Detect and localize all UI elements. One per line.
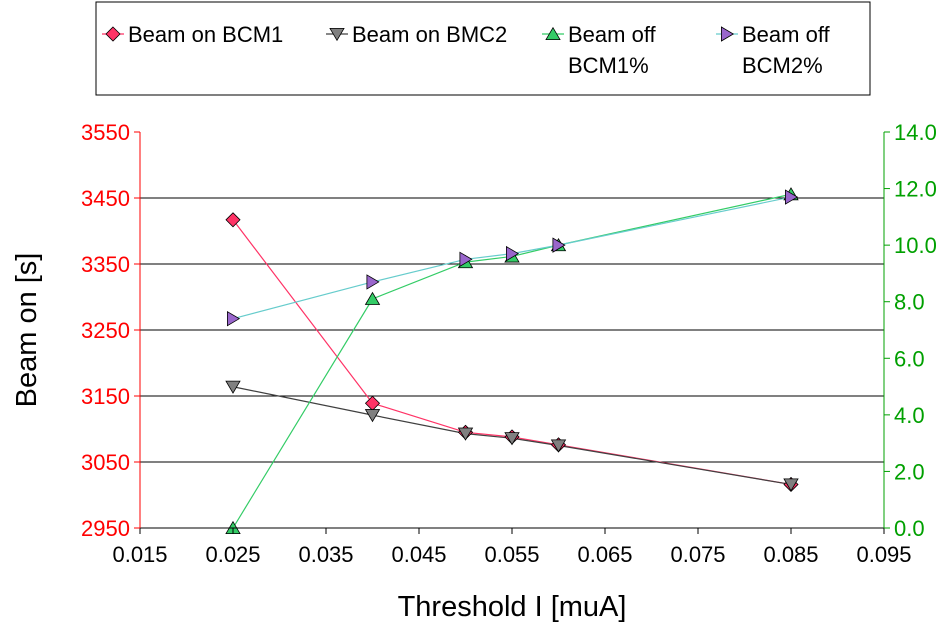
legend-label: BCM1% [568, 53, 649, 78]
y2-tick-label: 4.0 [894, 403, 925, 428]
legend: Beam on BCM1 Beam on BMC2 Beam offBCM1%Bea… [95, 1, 871, 96]
legend-label: Beam on BCM1 [128, 22, 283, 47]
legend-label: Beam off [568, 22, 657, 47]
data-point-0 [225, 212, 241, 228]
data-point-1 [457, 427, 474, 441]
plot-area: 0.015 0.025 0.035 0.045 0.055 0.065 0.075 0.085… [81, 120, 937, 567]
y2-tick-label: 14.0 [894, 120, 937, 145]
y-tick-label: 3450 [81, 186, 130, 211]
data-point-3 [785, 189, 799, 205]
data-point-3 [459, 251, 473, 267]
x-tick-label: 0.035 [298, 542, 353, 567]
y2-tick-label: 6.0 [894, 346, 925, 371]
x-axis-title: Threshold I [muA] [398, 591, 627, 623]
data-point-3 [552, 237, 566, 253]
x-tick-label: 0.045 [391, 542, 446, 567]
data-point-3 [227, 310, 241, 327]
legend-marker [105, 26, 121, 42]
x-tick-label: 0.055 [484, 542, 539, 567]
data-point-3 [366, 274, 380, 290]
legend-marker [545, 26, 561, 40]
x-tick-label: 0.025 [205, 542, 260, 567]
legend-item: Beam on BCM1 [102, 22, 283, 47]
legend-item: Beam on BMC2 [326, 22, 507, 47]
legend-marker [721, 26, 735, 42]
y2-tick-label: 8.0 [894, 290, 925, 315]
y-axis-title: Beam on [s] [11, 253, 43, 408]
y2-tick-label: 2.0 [894, 459, 925, 484]
data-point-1 [364, 409, 381, 423]
y-tick-label: 3350 [81, 252, 130, 277]
data-point-1 [504, 432, 520, 446]
x-tick-label: 0.065 [577, 542, 632, 567]
y-tick-label: 2950 [81, 516, 130, 541]
legend-box [95, 1, 871, 96]
legend-label: BCM2% [742, 53, 823, 78]
data-point-1 [783, 478, 799, 492]
legend-label: Beam off [742, 22, 831, 47]
series-line-3 [232, 196, 792, 320]
y2-tick-label: 12.0 [894, 177, 937, 202]
legend-item: Beam off BCM1% [542, 22, 657, 78]
data-point-3 [506, 245, 520, 262]
legend-marker [329, 28, 345, 42]
y-tick-label: 3250 [81, 318, 130, 343]
data-point-2 [364, 291, 381, 305]
series-line-1 [232, 386, 792, 486]
legend-item: Beam off BCM2% [716, 22, 831, 78]
x-tick-label: 0.015 [112, 542, 167, 567]
data-point-1 [550, 439, 567, 453]
x-tick-label: 0.075 [670, 542, 725, 567]
y2-tick-label: 0.0 [894, 516, 925, 541]
y2-tick-label: 10.0 [894, 233, 937, 258]
y-tick-label: 3550 [81, 120, 130, 145]
x-tick-label: 0.095 [856, 542, 911, 567]
y-tick-label: 3150 [81, 384, 130, 409]
y-tick-label: 3050 [81, 450, 130, 475]
data-point-1 [225, 380, 241, 394]
x-tick-label: 0.085 [763, 542, 818, 567]
legend-label: Beam on BMC2 [352, 22, 507, 47]
